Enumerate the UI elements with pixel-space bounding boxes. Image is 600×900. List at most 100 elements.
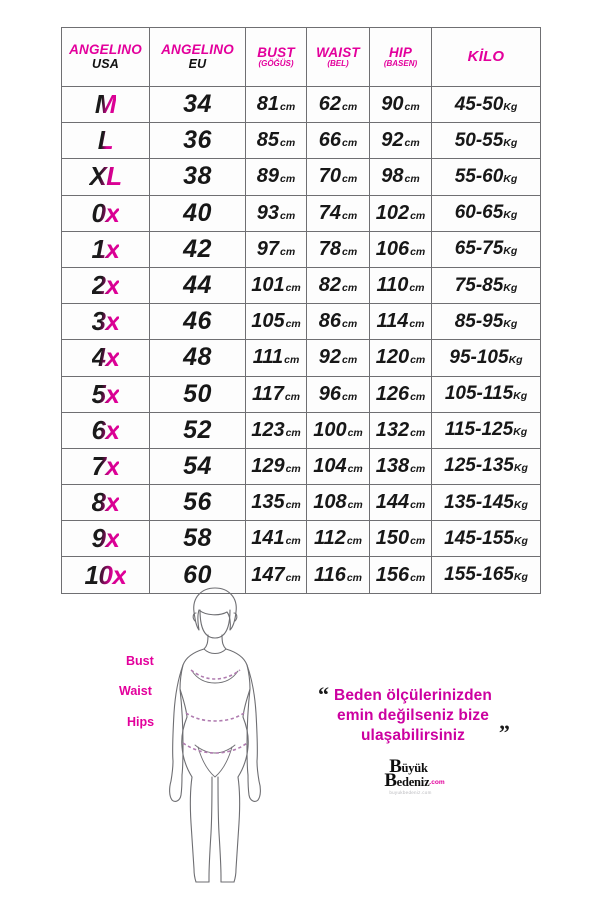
bust-value: 141 [251, 527, 285, 550]
cell-angelino-eu: 40 [149, 194, 246, 232]
unit-label: Kg [513, 426, 528, 439]
cell-bust: 89cm [245, 158, 307, 196]
usa-size-text: 8x [91, 487, 120, 518]
cell-bust: 97cm [245, 230, 307, 268]
kilo-value: 95-105 [449, 346, 509, 368]
unit-label: Kg [513, 390, 528, 403]
kilo-value: 50-55 [454, 129, 504, 151]
table-row: 8x 56 135cm 108cm 144cm 135-145Kg [61, 484, 541, 522]
unit-label: cm [410, 390, 426, 403]
hip-value: 156 [375, 563, 410, 586]
header-main-text: ANGELINO [69, 42, 142, 58]
unit-label: cm [342, 173, 358, 186]
table-row: 0x 40 93cm 74cm 102cm 60-65Kg [61, 194, 541, 232]
cell-angelino-eu: 36 [149, 122, 246, 160]
quote-line-1: Beden ölçülerinizden [334, 687, 492, 704]
unit-label: cm [410, 535, 426, 548]
logo-url-text: buyukbedeniz.com [389, 790, 432, 795]
header-sub-text: (BASEN) [383, 58, 418, 68]
logo-dotcom: .com [429, 779, 445, 786]
cell-angelino-eu: 60 [149, 556, 246, 594]
contact-quote-block: “ Beden ölçülerinizden emin değilseniz b… [296, 682, 530, 746]
unit-label: cm [342, 354, 358, 367]
usa-size-text: 6x [91, 414, 120, 445]
cell-waist: 66cm [306, 122, 370, 160]
cell-hip: 92cm [369, 122, 432, 160]
open-quote-mark: “ [318, 682, 330, 707]
cell-angelino-usa: 5x [61, 375, 150, 413]
cell-bust: 101cm [245, 266, 307, 305]
cell-angelino-usa: 6x [61, 411, 150, 449]
bust-value: 97 [256, 237, 280, 260]
cell-waist: 112cm [306, 520, 370, 558]
hip-value: 102 [375, 201, 410, 224]
header-sub-text: USA [92, 56, 119, 71]
bust-value: 117 [251, 382, 284, 405]
cell-kilo: 45-50Kg [431, 85, 541, 124]
cell-angelino-eu: 42 [149, 230, 246, 268]
bust-value: 111 [252, 346, 284, 369]
cell-angelino-usa: 7x [61, 447, 150, 486]
cell-hip: 106cm [369, 230, 432, 268]
table-row: 6x 52 123cm 100cm 132cm 115-125Kg [61, 411, 541, 449]
unit-label: cm [410, 571, 426, 584]
cell-angelino-eu: 46 [149, 303, 246, 341]
quote-line-2: emin değilseniz bize [337, 707, 489, 725]
cell-angelino-eu: 44 [149, 266, 246, 305]
cell-bust: 141cm [245, 520, 307, 558]
cell-bust: 117cm [245, 375, 307, 413]
waist-value: 96 [318, 382, 342, 405]
cell-angelino-usa: 0x [61, 194, 150, 232]
cell-waist: 82cm [306, 266, 370, 305]
unit-label: Kg [513, 534, 528, 547]
cell-kilo: 50-55Kg [431, 122, 541, 160]
cell-bust: 111cm [245, 339, 307, 377]
logo-line-1: Büyük [351, 757, 466, 776]
close-quote-mark: ” [498, 720, 510, 746]
cell-angelino-eu: 38 [149, 158, 246, 196]
header-main-text: KİLO [467, 48, 505, 66]
bust-value: 135 [251, 491, 285, 514]
header-sub-text: (GÖĞÜS) [258, 58, 294, 68]
cell-bust: 135cm [245, 484, 307, 522]
figure-label-waist: Waist [119, 684, 152, 698]
cell-bust: 93cm [245, 194, 307, 232]
cell-angelino-usa: 2x [61, 266, 150, 305]
cell-bust: 123cm [245, 411, 307, 449]
unit-label: cm [410, 354, 426, 367]
cell-kilo: 95-105Kg [431, 339, 541, 377]
kilo-value: 125-135 [444, 455, 514, 477]
kilo-value: 85-95 [454, 310, 504, 332]
cell-kilo: 135-145Kg [431, 484, 541, 522]
hip-value: 90 [381, 93, 404, 116]
unit-label: cm [342, 282, 358, 295]
cell-hip: 156cm [369, 556, 432, 594]
hip-value: 98 [381, 165, 404, 188]
bust-value: 101 [251, 274, 285, 297]
hip-value: 92 [381, 129, 404, 152]
cell-kilo: 115-125Kg [431, 411, 541, 449]
column-header-bust: BUST (GÖĞÜS) [245, 27, 307, 87]
cell-bust: 129cm [245, 447, 307, 486]
kilo-value: 75-85 [454, 274, 504, 296]
unit-label: cm [404, 173, 420, 186]
hip-value: 120 [375, 346, 410, 369]
logo-line-2: Bedeniz.com [363, 771, 466, 790]
unit-label: cm [347, 499, 363, 512]
cell-hip: 90cm [369, 85, 432, 124]
usa-size-text: M [94, 89, 117, 120]
unit-label: cm [285, 426, 301, 439]
cell-kilo: 155-165Kg [431, 556, 541, 594]
waist-value: 112 [313, 527, 346, 550]
unit-label: cm [409, 318, 425, 331]
header-main-text: HIP [388, 44, 413, 60]
usa-size-text: 5x [91, 378, 120, 409]
cell-kilo: 145-155Kg [431, 520, 541, 558]
bust-value: 93 [256, 201, 280, 224]
cell-kilo: 85-95Kg [431, 303, 541, 341]
usa-size-text: 0x [91, 197, 120, 228]
waist-value: 104 [313, 454, 347, 477]
unit-label: Kg [503, 100, 518, 113]
unit-label: cm [285, 535, 301, 548]
bust-value: 81 [256, 93, 280, 116]
